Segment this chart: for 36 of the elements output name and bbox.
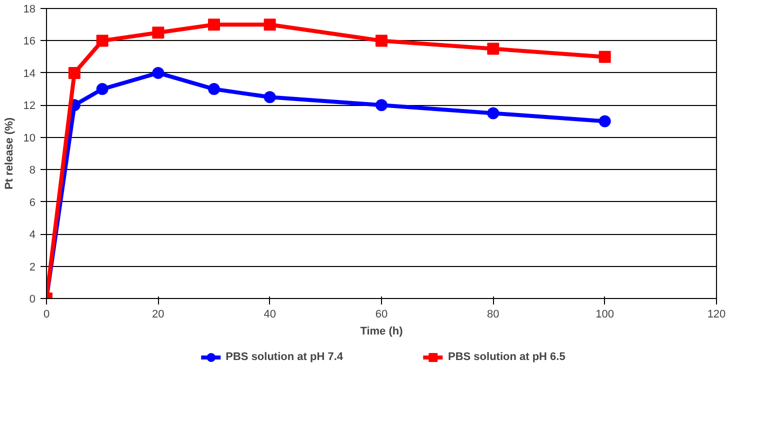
- point: [376, 34, 388, 47]
- y-tick-label: 8: [29, 164, 36, 177]
- x-tick-label: 60: [375, 308, 388, 320]
- point: [264, 18, 276, 31]
- y-axis-title: Pt release (%): [3, 117, 16, 190]
- y-tick-label: 4: [29, 229, 36, 242]
- x-tick-label: 0: [43, 308, 50, 320]
- x-tick-label: 80: [487, 308, 500, 320]
- x-axis-title: Time (h): [360, 326, 404, 338]
- point: [598, 115, 611, 128]
- legend-label: PBS solution at pH 6.5: [448, 351, 566, 363]
- point: [96, 83, 108, 96]
- y-tick-label: 12: [23, 100, 36, 112]
- point: [68, 66, 80, 79]
- y-tick-label: 10: [23, 132, 36, 144]
- point: [152, 66, 164, 79]
- point: [376, 99, 388, 112]
- point: [208, 18, 220, 31]
- point: [487, 42, 500, 55]
- x-tick-label: 100: [596, 308, 614, 320]
- y-tick-label: 18: [23, 4, 36, 16]
- y-tick-label: 14: [23, 68, 36, 80]
- x-tick-label: 120: [707, 308, 726, 320]
- y-tick-label: 16: [23, 36, 36, 48]
- point: [487, 107, 500, 120]
- legend-label: PBS solution at pH 7.4: [226, 351, 343, 363]
- point: [598, 50, 611, 63]
- point: [96, 34, 108, 47]
- y-tick-label: 0: [29, 294, 36, 306]
- x-tick-label: 40: [264, 308, 276, 320]
- y-tick-label: 2: [29, 261, 36, 274]
- x-tick-label: 20: [152, 308, 164, 320]
- point: [264, 91, 276, 104]
- y-tick-label: 6: [29, 196, 36, 209]
- point: [152, 26, 164, 39]
- point: [208, 83, 220, 96]
